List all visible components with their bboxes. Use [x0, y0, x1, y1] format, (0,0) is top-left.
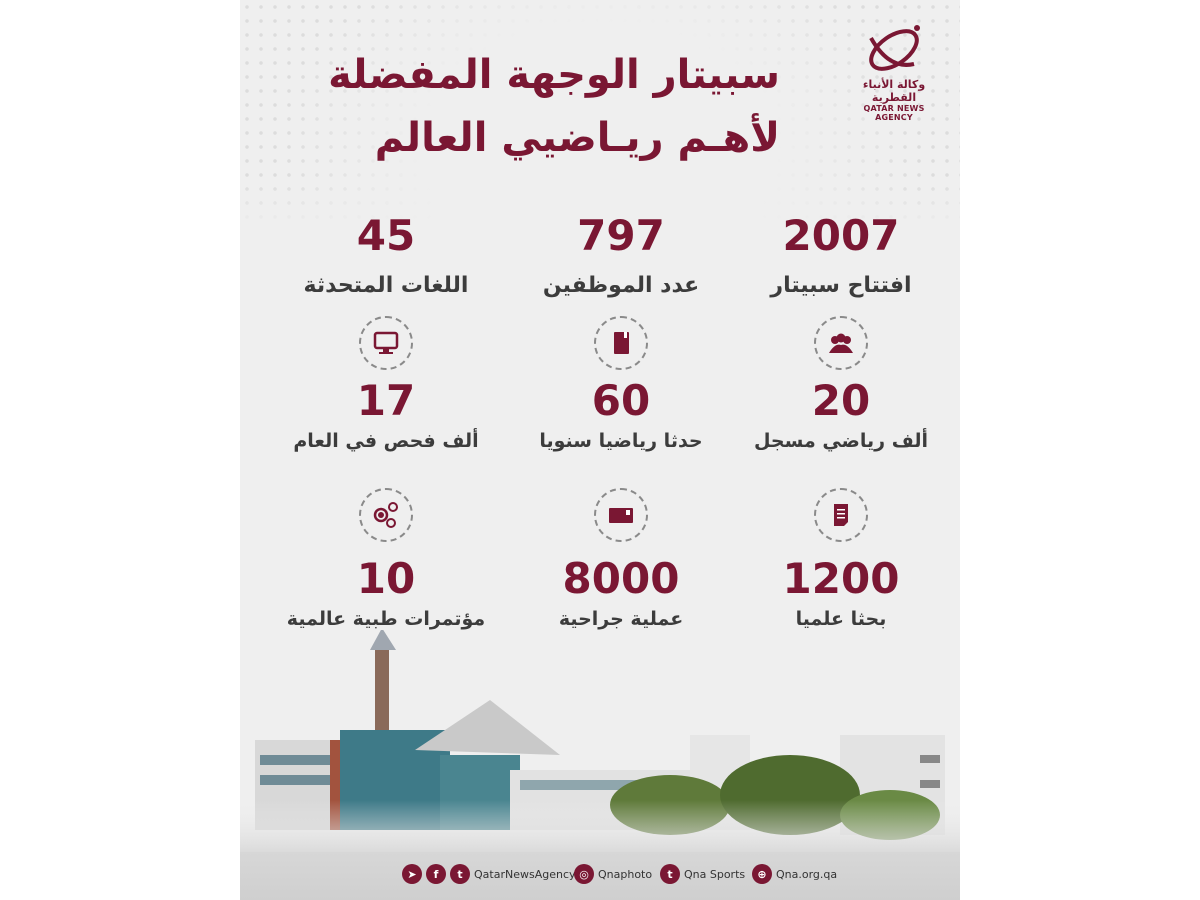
stat-value: 20 — [731, 378, 951, 424]
stat-label: افتتاح سبيتار — [770, 273, 912, 298]
twitter-icon[interactable]: t — [450, 864, 470, 884]
stat-item: 2007 افتتاح سبيتار — [731, 213, 951, 298]
logo-arabic-text: وكالة الأنباء القطرية — [862, 78, 926, 104]
stat-value-text: 2007 — [782, 211, 900, 260]
telegram-icon[interactable]: ➤ — [402, 864, 422, 884]
stat-value: 2007 — [731, 213, 951, 259]
stat-value-text: 60 — [591, 376, 651, 425]
stat-value-text: 797 — [577, 211, 665, 260]
stat-item: 17 ألف فحص في العام — [276, 378, 496, 453]
stat-label: حدثا رياضيا سنويا — [539, 430, 703, 452]
twitter-sports-link[interactable]: t Qna Sports — [660, 864, 745, 884]
stat-item: 45 اللغات المتحدثة — [276, 213, 496, 298]
stat-label: بحثا علميا — [795, 608, 887, 630]
stat-label: مؤتمرات طبية عالمية — [286, 608, 486, 630]
stat-item: 60 حدثا رياضيا سنويا — [511, 378, 731, 453]
twitter-icon[interactable]: t — [660, 864, 680, 884]
instagram-link[interactable]: ◎ Qnaphoto — [574, 864, 652, 884]
stat-item: 8000 عملية جراحية — [511, 556, 731, 631]
stat-value-text: 10 — [356, 554, 416, 603]
aspetar-building-image — [240, 630, 960, 860]
card-icon — [594, 488, 648, 542]
infographic: وكالة الأنباء القطرية QATAR NEWS AGENCY … — [240, 0, 960, 900]
stat-value-text: 20 — [811, 376, 871, 425]
logo-english-text: QATAR NEWS AGENCY — [863, 104, 925, 122]
monitor-icon — [359, 316, 413, 370]
stat-value: 10 — [276, 556, 496, 602]
instagram-icon[interactable]: ◎ — [574, 864, 594, 884]
people-group-icon — [814, 316, 868, 370]
network-people-icon — [359, 488, 413, 542]
title-line-1: سبيتار الوجهة المفضلة — [328, 52, 780, 98]
qna-logo: وكالة الأنباء القطرية QATAR NEWS AGENCY — [846, 20, 942, 122]
website-text[interactable]: Qna.org.qa — [776, 867, 838, 881]
instagram-text[interactable]: Qnaphoto — [598, 867, 653, 881]
social-qna-link[interactable]: ➤ f t QatarNewsAgency — [402, 864, 576, 884]
stat-item: 20 ألف رياضي مسجل — [731, 378, 951, 453]
stat-value: 8000 — [511, 556, 731, 602]
title-line-2: لأهـم ريـاضيي العالم — [374, 115, 780, 161]
globe-icon[interactable]: ⊕ — [752, 864, 772, 884]
stat-value: 60 — [511, 378, 731, 424]
stat-item: 10 مؤتمرات طبية عالمية — [276, 556, 496, 631]
stat-label: اللغات المتحدثة — [303, 273, 469, 298]
qna-emblem-icon — [869, 25, 920, 71]
decorative-lines — [406, 227, 476, 245]
stat-label: عملية جراحية — [558, 608, 684, 630]
stat-item: 797 عدد الموظفين — [511, 213, 731, 298]
stat-item: 1200 بحثا علميا — [731, 556, 951, 631]
twitter-sports-text[interactable]: Qna Sports — [684, 867, 746, 881]
stat-value: 17 — [276, 378, 496, 424]
stat-label: ألف فحص في العام — [293, 430, 479, 452]
stat-value-text: 8000 — [562, 554, 680, 603]
website-link[interactable]: ⊕ Qna.org.qa — [752, 864, 837, 884]
stat-label: عدد الموظفين — [542, 273, 700, 298]
footer-social-bar: ➤ f t QatarNewsAgency ◎ Qnaphoto t Qna S… — [240, 852, 960, 900]
facebook-icon[interactable]: f — [426, 864, 446, 884]
stat-value-text: 45 — [356, 211, 416, 260]
stat-value: 1200 — [731, 556, 951, 602]
stat-value-text: 1200 — [782, 554, 900, 603]
notebook-icon — [594, 316, 648, 370]
stat-label: ألف رياضي مسجل — [753, 430, 929, 452]
stat-value-text: 17 — [356, 376, 416, 425]
stat-value: 797 — [511, 213, 731, 259]
social-handle-text[interactable]: QatarNewsAgency — [474, 867, 576, 881]
stat-value: 45 — [276, 213, 496, 259]
document-icon — [814, 488, 868, 542]
